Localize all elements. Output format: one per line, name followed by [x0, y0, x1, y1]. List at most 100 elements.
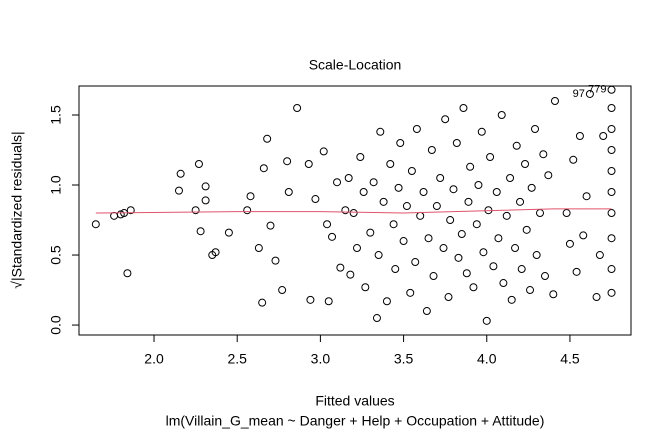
point: [572, 267, 581, 276]
point: [369, 178, 378, 187]
point: [599, 131, 608, 140]
point: [259, 164, 268, 173]
point: [126, 206, 135, 215]
point: [324, 297, 333, 306]
point: [544, 171, 553, 180]
point: [419, 188, 428, 197]
point: [374, 251, 383, 260]
point: [439, 244, 448, 253]
point: [569, 155, 578, 164]
point: [452, 138, 461, 147]
point: [516, 197, 525, 206]
point: [592, 293, 601, 302]
point: [194, 160, 203, 169]
point: [607, 167, 616, 176]
point: [386, 160, 395, 169]
point: [349, 209, 358, 218]
point: [540, 272, 549, 281]
point: [366, 228, 375, 237]
point: [532, 251, 541, 260]
point: [436, 174, 445, 183]
point: [372, 314, 381, 323]
point: [427, 146, 436, 155]
point: [517, 265, 526, 274]
point: [457, 230, 466, 239]
point: [607, 103, 616, 112]
point: [482, 316, 491, 325]
point: [582, 192, 591, 201]
y-axis-label: √|Standardized residuals|: [9, 131, 25, 288]
point: [376, 127, 385, 136]
point: [196, 227, 205, 236]
y-tick-label: 1.0: [48, 175, 64, 195]
y-tick-label: 1.5: [48, 105, 64, 125]
point: [319, 147, 328, 156]
x-axis-label: Fitted values: [315, 393, 394, 409]
point: [454, 253, 463, 262]
point: [479, 248, 488, 257]
point: [446, 216, 455, 225]
point: [406, 288, 415, 297]
point: [407, 167, 416, 176]
point: [254, 244, 263, 253]
point: [506, 174, 515, 183]
point: [585, 89, 594, 98]
point: [441, 115, 450, 124]
x-tick-label: 4.0: [477, 351, 497, 367]
point: [306, 295, 315, 304]
point: [424, 234, 433, 243]
point: [416, 211, 425, 220]
point: [402, 202, 411, 211]
y-tick-label: 0.5: [48, 245, 64, 265]
point: [575, 131, 584, 140]
x-tick-label: 3.0: [311, 351, 331, 367]
point: [449, 185, 458, 194]
point: [607, 85, 616, 94]
point: [293, 103, 302, 112]
point: [328, 232, 337, 241]
point: [396, 138, 405, 147]
point: [464, 197, 473, 206]
smooth-line: [95, 208, 612, 214]
point: [502, 211, 511, 220]
point: [511, 244, 520, 253]
point: [344, 174, 353, 183]
point: [521, 160, 530, 169]
point: [361, 283, 370, 292]
point: [323, 220, 332, 229]
point: [91, 220, 100, 229]
point: [271, 256, 280, 265]
point: [607, 234, 616, 243]
point: [550, 96, 559, 105]
x-tick-label: 2.5: [227, 351, 247, 367]
point: [283, 157, 292, 166]
point: [531, 124, 540, 133]
point: [174, 186, 183, 195]
x-tick-label: 4.5: [560, 351, 580, 367]
point: [263, 134, 272, 143]
point: [607, 188, 616, 197]
point: [311, 195, 320, 204]
point: [595, 251, 604, 260]
point: [359, 188, 368, 197]
point: [191, 206, 200, 215]
point: [539, 150, 548, 159]
point: [411, 258, 420, 267]
point: [494, 234, 503, 243]
point: [224, 228, 233, 237]
point: [579, 231, 588, 240]
point: [469, 283, 478, 292]
point: [565, 239, 574, 248]
point: [607, 288, 616, 297]
point: [123, 269, 132, 278]
point: [382, 297, 391, 306]
point: [499, 279, 508, 288]
point: [429, 272, 438, 281]
point: [607, 265, 616, 274]
point: [278, 286, 287, 295]
point: [391, 265, 400, 274]
point: [472, 220, 481, 229]
point: [535, 209, 544, 218]
point: [304, 160, 313, 169]
